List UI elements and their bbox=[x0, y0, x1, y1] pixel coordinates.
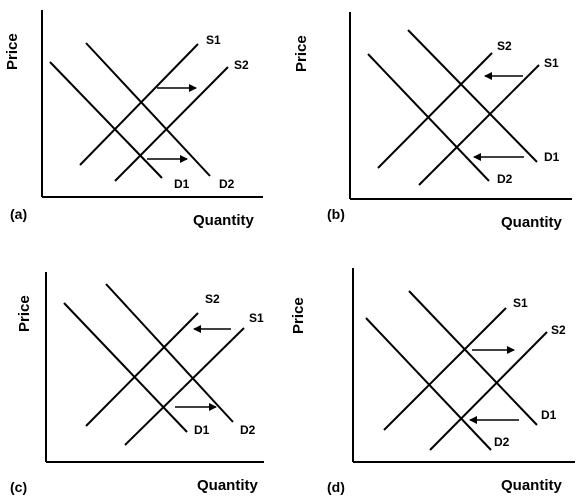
label-s2: S2 bbox=[205, 292, 220, 306]
label-s1: S1 bbox=[249, 311, 264, 325]
label-d1: D1 bbox=[194, 423, 210, 437]
label-s1: S1 bbox=[206, 33, 221, 47]
demand-curve-d2 bbox=[85, 42, 211, 177]
supply-curve-s2 bbox=[114, 66, 229, 182]
y-axis-label: Price bbox=[4, 33, 21, 70]
x-axis-label: Quantity bbox=[193, 212, 254, 229]
label-d2: D2 bbox=[219, 177, 235, 191]
label-s2: S2 bbox=[551, 323, 566, 337]
panel-letter: (a) bbox=[10, 206, 27, 222]
label-d1: D1 bbox=[174, 177, 190, 191]
panel-a: Price Quantity (a) S1 S2 D1 D2 bbox=[4, 10, 263, 229]
panel-b: Price Quantity (b) S1 S2 D1 D2 bbox=[293, 12, 572, 231]
supply-curve-s1 bbox=[383, 307, 507, 431]
demand-curve-d1 bbox=[49, 61, 163, 179]
panel-letter: (d) bbox=[327, 479, 345, 495]
x-axis-label: Quantity bbox=[501, 214, 562, 231]
supply-curve-s1 bbox=[418, 64, 540, 186]
label-d2: D2 bbox=[497, 172, 513, 186]
x-axis-label: Quantity bbox=[501, 477, 562, 494]
panel-letter: (b) bbox=[327, 206, 345, 222]
x-axis-label: Quantity bbox=[197, 477, 258, 494]
demand-curve-d2 bbox=[105, 283, 234, 423]
label-s2: S2 bbox=[497, 39, 512, 53]
panel-letter: (c) bbox=[10, 479, 27, 495]
supply-curve-s1 bbox=[124, 327, 245, 446]
demand-curve-d1 bbox=[63, 302, 188, 433]
label-d2: D2 bbox=[240, 423, 256, 437]
label-s1: S1 bbox=[544, 56, 559, 70]
supply-curve-s2 bbox=[377, 52, 493, 169]
y-axis-label: Price bbox=[16, 295, 33, 332]
label-s2: S2 bbox=[234, 58, 249, 72]
label-d2: D2 bbox=[494, 435, 510, 449]
demand-curve-d1 bbox=[407, 29, 538, 163]
demand-curve-d1 bbox=[408, 290, 538, 426]
supply-curve-s2 bbox=[85, 312, 199, 427]
panel-c: Price Quantity (c) S1 S2 D1 D2 bbox=[10, 272, 264, 495]
supply-curve-s2 bbox=[429, 331, 548, 451]
y-axis-label: Price bbox=[290, 297, 307, 334]
demand-curve-d2 bbox=[365, 317, 492, 451]
label-d1: D1 bbox=[544, 150, 560, 164]
label-d1: D1 bbox=[541, 408, 557, 422]
panel-d: Price Quantity (d) S1 S2 D1 D2 bbox=[290, 268, 575, 495]
supply-curve-s1 bbox=[79, 43, 199, 166]
label-s1: S1 bbox=[513, 296, 528, 310]
y-axis-label: Price bbox=[293, 35, 310, 72]
